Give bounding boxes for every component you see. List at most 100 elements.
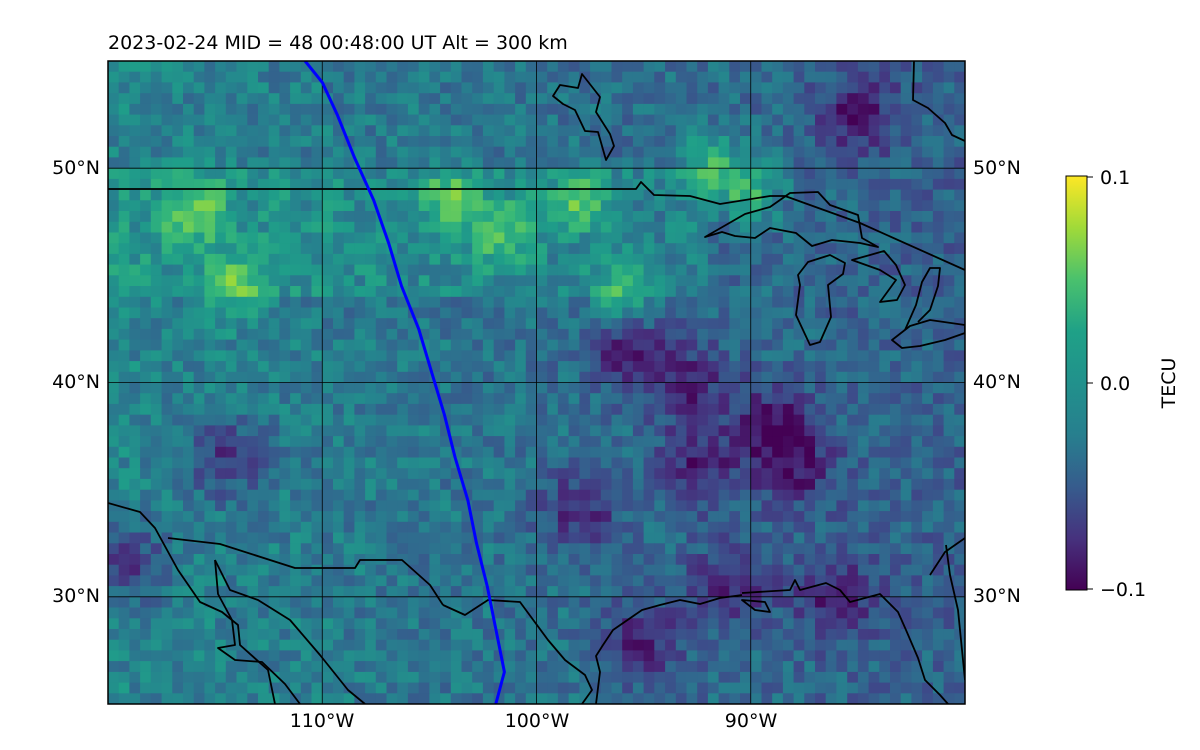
tec-cell (836, 671, 848, 684)
tec-cell (354, 596, 366, 609)
tec-cell (172, 178, 184, 191)
tec-cell (761, 361, 773, 373)
tec-cell (879, 532, 891, 544)
tec-cell (386, 328, 398, 341)
tec-cell (472, 596, 484, 609)
tec-cell (632, 200, 645, 212)
tec-cell (643, 93, 655, 105)
tec-cell (504, 221, 516, 234)
tec-cell (900, 232, 912, 244)
tec-cell (183, 71, 195, 83)
tec-cell (429, 693, 441, 704)
tec-cell (761, 264, 773, 276)
tec-cell (890, 221, 902, 234)
tec-cell (258, 82, 270, 94)
tec-cell (622, 211, 634, 223)
tec-cell (386, 178, 398, 191)
tec-cell (793, 243, 805, 255)
tec-cell (482, 618, 495, 630)
tec-cell (429, 650, 441, 662)
tec-cell (258, 596, 270, 609)
tec-cell (386, 532, 398, 544)
tec-cell (375, 103, 388, 116)
tec-cell (665, 93, 677, 105)
tec-cell (290, 543, 302, 555)
tec-cell (354, 403, 366, 416)
tec-cell (118, 253, 130, 266)
tec-cell (836, 629, 848, 641)
tec-cell (472, 93, 484, 105)
tec-cell (600, 478, 613, 491)
tec-cell (258, 489, 270, 501)
tec-cell (236, 178, 248, 191)
tec-cell (258, 146, 270, 158)
tec-cell (129, 71, 141, 83)
tec-cell (300, 264, 313, 276)
tec-cell (729, 564, 741, 576)
tec-cell (440, 403, 452, 416)
tec-cell (922, 511, 934, 523)
tec-cell (429, 318, 441, 330)
tec-cell (932, 93, 945, 105)
tec-cell (525, 350, 538, 362)
tec-cell (750, 71, 763, 83)
tec-cell (847, 264, 859, 276)
tec-cell (375, 307, 388, 319)
tec-cell (215, 328, 227, 341)
tec-cell (386, 264, 398, 276)
tec-cell (943, 339, 955, 351)
tec-cell (504, 82, 516, 94)
tec-cell (118, 382, 130, 394)
tec-cell (258, 157, 270, 169)
tec-cell (397, 103, 409, 116)
tec-cell (782, 253, 795, 266)
tec-cell (515, 554, 527, 566)
tec-cell (429, 243, 441, 255)
tec-cell (761, 639, 773, 651)
tec-cell (729, 264, 741, 276)
tec-cell (804, 71, 816, 83)
tec-cell (622, 596, 634, 609)
tec-cell (140, 564, 152, 576)
tec-cell (793, 629, 805, 641)
tec-cell (632, 114, 645, 126)
tec-cell (472, 478, 484, 491)
tec-cell (954, 500, 965, 512)
tec-cell (547, 350, 559, 362)
tec-cell (290, 114, 302, 126)
tec-cell (611, 157, 623, 169)
tec-cell (236, 243, 248, 255)
tec-cell (557, 489, 570, 501)
tec-cell (686, 243, 698, 255)
tec-cell (740, 693, 752, 704)
tec-cell (129, 211, 141, 223)
tec-cell (932, 146, 945, 158)
tec-cell (611, 318, 623, 330)
tec-cell (761, 350, 773, 362)
tec-cell (461, 554, 473, 566)
tec-cell (600, 318, 613, 330)
tec-cell (729, 489, 741, 501)
tec-cell (632, 307, 645, 319)
tec-cell (718, 146, 730, 158)
tec-cell (193, 639, 205, 651)
tec-cell (354, 693, 366, 704)
tec-cell (750, 639, 763, 651)
tec-cell (493, 339, 505, 351)
tec-cell (429, 618, 441, 630)
tec-cell (515, 286, 527, 298)
tec-cell (729, 382, 741, 394)
tec-cell (568, 339, 580, 351)
tec-cell (407, 93, 420, 105)
tec-cell (108, 554, 120, 566)
tec-cell (493, 93, 505, 105)
tec-cell (825, 382, 837, 394)
tec-cell (536, 61, 548, 73)
tec-cell (579, 564, 591, 576)
tec-cell (450, 328, 463, 341)
tec-cell (675, 350, 688, 362)
tec-cell (932, 618, 945, 630)
tec-cell (204, 318, 216, 330)
tec-cell (247, 339, 259, 351)
tec-cell (215, 446, 227, 459)
